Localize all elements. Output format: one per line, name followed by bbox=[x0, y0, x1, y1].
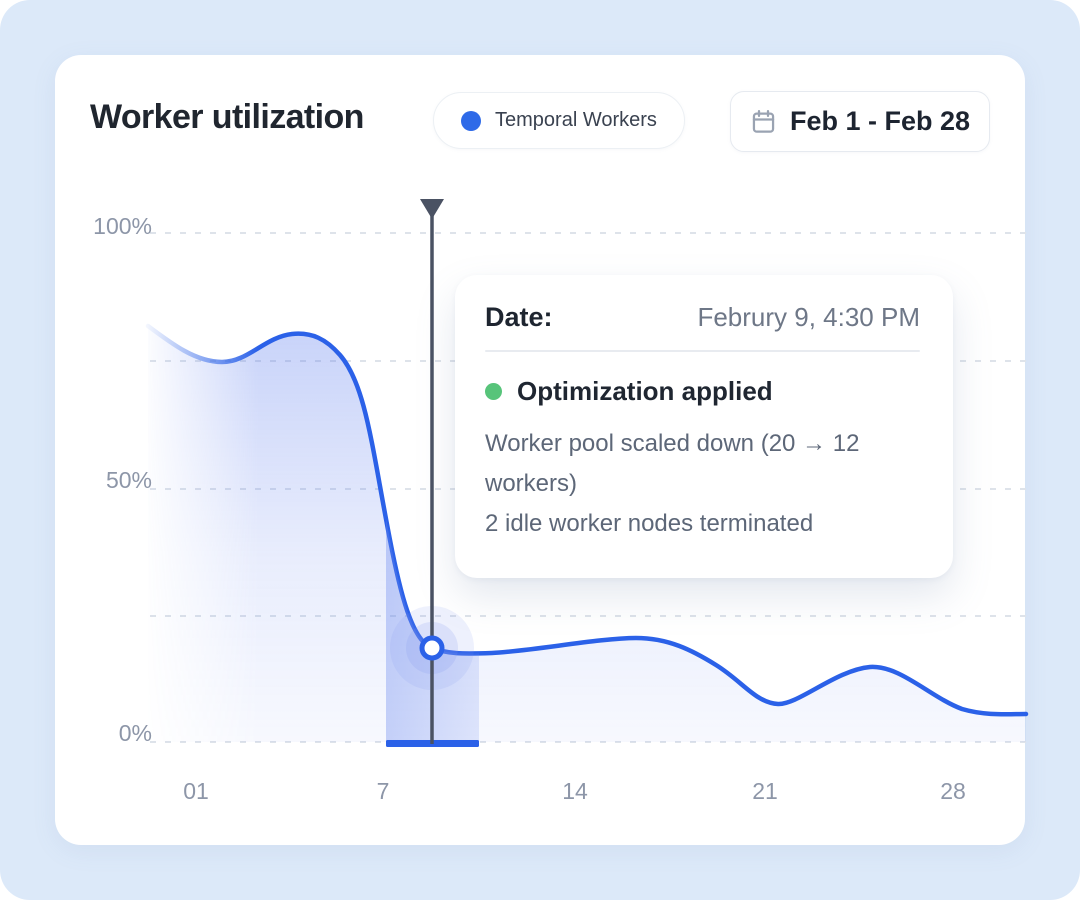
marker-triangle-icon bbox=[420, 199, 444, 219]
utilization-line bbox=[145, 323, 1029, 717]
calendar-icon bbox=[750, 108, 777, 135]
x-axis-label-01: 01 bbox=[183, 778, 209, 804]
legend-pill[interactable]: Temporal Workers bbox=[433, 92, 685, 149]
tooltip-date-value: Februry 9, 4:30 PM bbox=[697, 302, 920, 332]
highlight-band bbox=[386, 519, 479, 742]
event-detail-line: 2 idle worker nodes terminated bbox=[485, 510, 814, 537]
x-axis-label-14: 14 bbox=[562, 778, 588, 804]
y-axis-label-0: 0% bbox=[118, 720, 152, 746]
date-range-label: Feb 1 - Feb 28 bbox=[789, 106, 971, 136]
tooltip-divider bbox=[485, 350, 920, 352]
marker-point[interactable] bbox=[419, 635, 445, 661]
y-axis-label-100: 100% bbox=[93, 213, 152, 239]
event-detail-line: Worker pool scaled down (20 → 12 workers… bbox=[485, 430, 860, 497]
event-status-dot-icon bbox=[485, 383, 502, 400]
legend-label: Temporal Workers bbox=[495, 109, 657, 131]
legend-dot-icon bbox=[461, 110, 481, 131]
event-details: Worker pool scaled down (20 → 12 workers… bbox=[485, 424, 920, 544]
page-title: Worker utilization bbox=[90, 98, 364, 136]
x-axis-label-28: 28 bbox=[940, 778, 966, 804]
tooltip-date-label: Date: bbox=[485, 302, 553, 332]
event-title: Optimization applied bbox=[517, 376, 773, 406]
tooltip-card: Date: Februry 9, 4:30 PM Optimization ap… bbox=[455, 275, 953, 578]
x-axis-label-21: 21 bbox=[752, 778, 778, 804]
x-axis-label-7: 7 bbox=[376, 778, 390, 804]
date-range-button[interactable]: Feb 1 - Feb 28 bbox=[730, 91, 990, 152]
y-axis-label-50: 50% bbox=[105, 467, 152, 493]
